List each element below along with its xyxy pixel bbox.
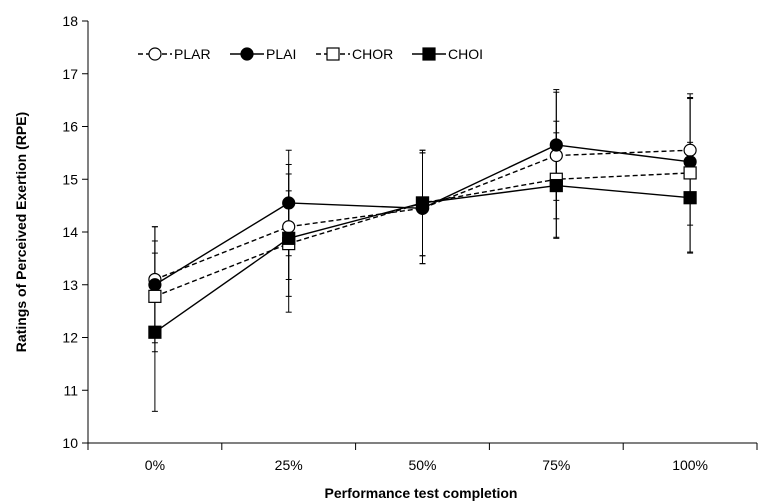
x-axis: 0% 25% 50% 75% 100% (87, 442, 758, 473)
legend-marker (148, 47, 162, 61)
data-point-plai (549, 138, 563, 152)
y-axis: 10 11 12 13 14 15 16 17 18 (62, 13, 89, 451)
legend-label: PLAI (266, 46, 296, 62)
y-tick-label: 12 (62, 330, 78, 346)
data-point-plar (282, 220, 296, 234)
x-tick-label: 100% (672, 457, 708, 473)
x-tick-label: 50% (408, 457, 436, 473)
error-bars-choi (151, 132, 694, 412)
legend-item-plai: PLAI (230, 46, 296, 62)
y-tick-label: 16 (62, 119, 78, 135)
data-point-choi (282, 231, 296, 245)
y-tick-label: 17 (62, 66, 78, 82)
y-tick-label: 13 (62, 277, 78, 293)
data-point-plai (282, 196, 296, 210)
data-point-chor (683, 166, 697, 180)
legend-label: CHOR (352, 46, 393, 62)
legend-item-plar: PLAR (138, 46, 211, 62)
x-tick-label: 25% (275, 457, 303, 473)
y-axis-title: Ratings of Perceived Exertion (RPE) (13, 112, 29, 352)
y-tick-label: 11 (63, 382, 78, 398)
data-point-plai (683, 155, 697, 169)
x-axis-title: Performance test completion (325, 485, 518, 501)
data-point-plar (683, 143, 697, 157)
markers-choi (148, 178, 697, 339)
data-point-choi (148, 325, 162, 339)
legend-marker (422, 47, 436, 61)
series-line-plar (154, 149, 691, 281)
legend-label: PLAR (174, 46, 211, 62)
data-point-choi (683, 191, 697, 205)
x-tick-label: 75% (542, 457, 570, 473)
legend: PLAR PLAI CHOR CHOI (138, 46, 483, 62)
y-tick-label: 10 (62, 435, 78, 451)
legend-marker (240, 47, 254, 61)
legend-label: CHOI (448, 46, 483, 62)
data-point-choi (549, 178, 563, 193)
data-point-plai (148, 278, 162, 292)
x-tick-label: 0% (145, 457, 165, 473)
y-tick-label: 15 (62, 171, 78, 187)
series-layer (148, 89, 697, 412)
legend-item-chor: CHOR (316, 46, 393, 62)
y-tick-label: 18 (62, 13, 78, 29)
legend-item-choi: CHOI (412, 46, 483, 62)
legend-marker (326, 47, 340, 61)
data-point-choi (415, 196, 430, 210)
data-point-chor (148, 289, 162, 303)
y-tick-label: 14 (62, 224, 78, 240)
